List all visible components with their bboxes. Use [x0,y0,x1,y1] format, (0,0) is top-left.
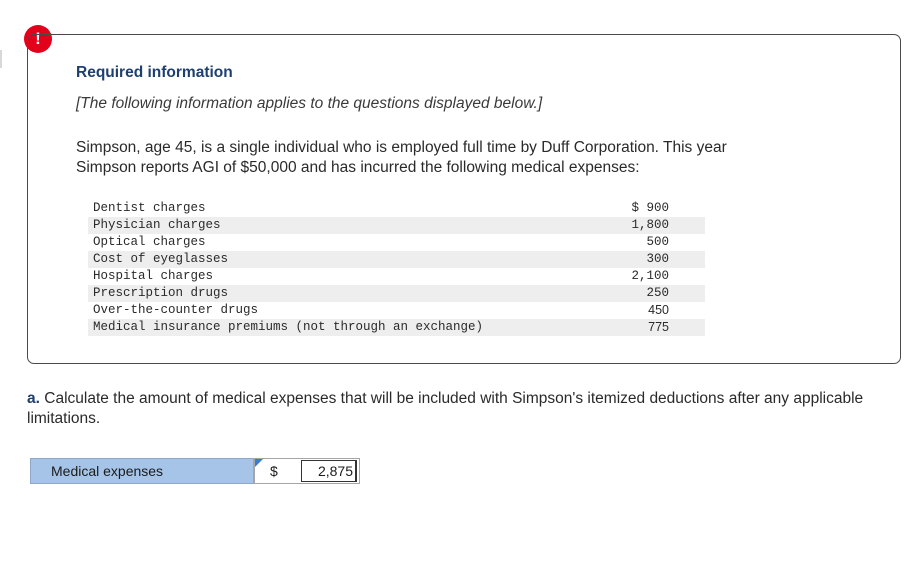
expense-label: Cost of eyeglasses [93,252,229,266]
expense-label: Medical insurance premiums (not through … [93,320,484,334]
scenario-line-2: Simpson reports AGI of $50,000 and has i… [76,159,640,176]
question-text: Calculate the amount of medical expenses… [27,390,864,427]
required-information-panel [27,34,901,364]
answer-row: Medical expenses $ [30,458,360,484]
table-row: Cost of eyeglasses 300 [88,251,705,268]
scenario-text: Simpson, age 45, is a single individual … [76,138,866,178]
expense-label: Hospital charges [93,269,214,283]
expense-amount: 250 [646,286,669,300]
table-row: Prescription drugs 250 [88,285,705,302]
medical-expenses-input[interactable] [301,460,357,482]
expense-label: Over-the-counter drugs [93,303,259,317]
expense-amount: $ 900 [631,201,669,215]
expense-amount: 500 [646,235,669,249]
question-part-label: a. [27,390,40,407]
table-row: Optical charges 500 [88,234,705,251]
expense-label: Dentist charges [93,201,206,215]
expense-amount: 450 [648,303,669,317]
expense-label: Optical charges [93,235,206,249]
expense-label: Prescription drugs [93,286,229,300]
required-information-subtitle: [The following information applies to th… [76,95,543,112]
table-row: Dentist charges $ 900 [88,200,705,217]
table-row: Medical insurance premiums (not through … [88,319,705,336]
expense-label: Physician charges [93,218,221,232]
answered-flag-icon [255,459,263,467]
required-information-title: Required information [76,64,233,81]
table-row: Over-the-counter drugs 450 [88,302,705,319]
expense-amount: 2,100 [631,269,669,283]
expense-amount: 1,800 [631,218,669,232]
scenario-line-1: Simpson, age 45, is a single individual … [76,139,727,156]
table-row: Physician charges 1,800 [88,217,705,234]
table-row: Hospital charges 2,100 [88,268,705,285]
answer-cell: $ [254,458,360,484]
medical-expenses-table: Dentist charges $ 900 Physician charges … [88,200,705,336]
left-edge-divider [0,50,2,68]
question-a: a. Calculate the amount of medical expen… [27,389,911,429]
expense-amount: 775 [648,320,669,334]
medical-expenses-label: Medical expenses [30,458,254,484]
expense-amount: 300 [646,252,669,266]
currency-symbol: $ [270,463,278,479]
